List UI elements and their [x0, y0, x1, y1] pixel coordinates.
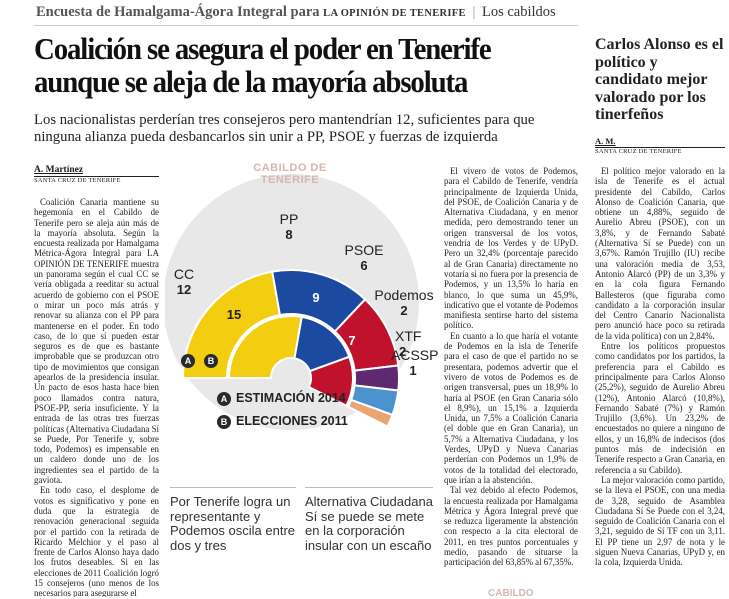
kicker-section: Los cabildos: [481, 4, 556, 20]
byline-location: SANTA CRUZ DE TENERIFE: [34, 177, 121, 184]
pull-quote-1: Por Tenerife logra un representante y Po…: [170, 494, 296, 553]
side-byline-location: SANTA CRUZ DE TENERIFE: [595, 148, 682, 155]
label-podemos-name: Podemos: [374, 287, 434, 303]
main-byline: A. Martínez SANTA CRUZ DE TENERIFE: [34, 165, 159, 184]
inner-label-pp: 9: [312, 290, 320, 305]
subhead: Los nacionalistas perderían tres conseje…: [34, 112, 535, 145]
inner-label-psoe: 7: [348, 333, 356, 348]
col3-paragraph: El vivero de votos de Podemos, para el C…: [444, 166, 578, 331]
label-pp-name: PP: [279, 211, 299, 227]
label-psoe-name: PSOE: [344, 242, 384, 258]
legend-marker-b: B: [217, 414, 231, 429]
marker-a: A: [181, 353, 195, 368]
byline-name: A. Martínez: [34, 165, 84, 175]
arc-2011-cc: [227, 315, 303, 379]
kicker: Encuesta de Hamalgama-Ágora Integral par…: [36, 4, 556, 21]
label-xtf-name: XTF: [395, 328, 422, 344]
label-acssp: ACSSP 1: [391, 347, 439, 379]
kicker-separator: |: [472, 4, 476, 20]
label-cc-seats: 12: [176, 282, 192, 297]
label-pp: PP 8: [274, 211, 304, 243]
kicker-publication: LA OPINIÓN DE TENERIFE: [323, 8, 466, 19]
col3-paragraph: En cuanto a lo que haría el votante de P…: [444, 330, 578, 485]
marker-b: B: [204, 353, 218, 368]
side-byline-rule: [595, 147, 725, 148]
legend-marker-a: A: [217, 391, 231, 406]
col1-paragraph: En todo caso, el desplome de votos es si…: [34, 485, 159, 597]
side-byline-name: A. M.: [595, 136, 616, 146]
label-acssp-seats: 1: [409, 363, 417, 378]
legend-item-a: A ESTIMACIÓN 2014: [217, 391, 346, 406]
byline-rule: [34, 176, 159, 177]
pull-quote-2: Alternativa Ciudadana Sí se puede se met…: [305, 494, 433, 553]
inner-label-cc: 15: [226, 307, 242, 322]
label-xtf-seats: 2: [399, 344, 407, 359]
label-cc: CC 12: [169, 266, 199, 298]
quote1-rule: [170, 487, 296, 488]
col4-paragraph: La mejor valoración como partido, se la …: [595, 474, 725, 568]
article-column-1: Coalición Canaria mantiene su hegemonía …: [34, 197, 159, 597]
article-column-4: El político mejor valorado en la isla de…: [595, 166, 725, 597]
label-podemos: Podemos 2: [373, 287, 435, 319]
label-pp-seats: 8: [285, 227, 293, 242]
chart-title: CABILDO DE TENERIFE: [253, 162, 327, 186]
side-headline: Carlos Alonso es el político y candidato…: [595, 36, 724, 123]
kicker-series: Encuesta de Hamalgama-Ágora Integral par…: [36, 4, 320, 20]
seat-chart: [165, 174, 419, 430]
label-acssp-name: ACSSP: [391, 347, 439, 363]
legend-item-b: B ELECCIONES 2011: [217, 414, 348, 429]
label-podemos-seats: 2: [400, 303, 408, 318]
label-psoe-seats: 6: [360, 258, 368, 273]
next-chart-title-fragment: CABILDO: [488, 588, 534, 599]
col4-paragraph: El político mejor valorado en la isla de…: [595, 166, 725, 341]
kicker-divider: [34, 25, 578, 26]
col4-paragraph: Entre los políticos propuestos como cand…: [595, 341, 725, 475]
label-xtf: XTF 2: [395, 328, 435, 360]
arc-2014-acssp: [346, 398, 394, 428]
legend-label-b: ELECCIONES 2011: [236, 414, 348, 428]
legend-label-a: ESTIMACIÓN 2014: [236, 391, 346, 405]
quote2-rule: [305, 487, 433, 488]
label-psoe: PSOE 6: [342, 242, 386, 274]
marker-a-on-chart: A: [181, 353, 200, 368]
chart-area: CABILDO DE TENERIFE CC 12 PP 8 PSOE 6 Po…: [165, 157, 439, 537]
article-column-3: El vivero de votos de Podemos, para el C…: [444, 166, 578, 592]
marker-b-on-chart: B: [204, 353, 223, 368]
headline: Coalición se asegura el poder en Tenerif…: [34, 31, 492, 99]
col1-paragraph: Coalición Canaria mantiene su hegemonía …: [34, 197, 159, 486]
label-cc-name: CC: [173, 266, 195, 282]
arc-2011-psoe: [307, 355, 354, 408]
col3-paragraph: Tal vez debido al efecto Podemos, la enc…: [444, 485, 578, 568]
side-byline: A. M. SANTA CRUZ DE TENERIFE: [595, 136, 725, 155]
